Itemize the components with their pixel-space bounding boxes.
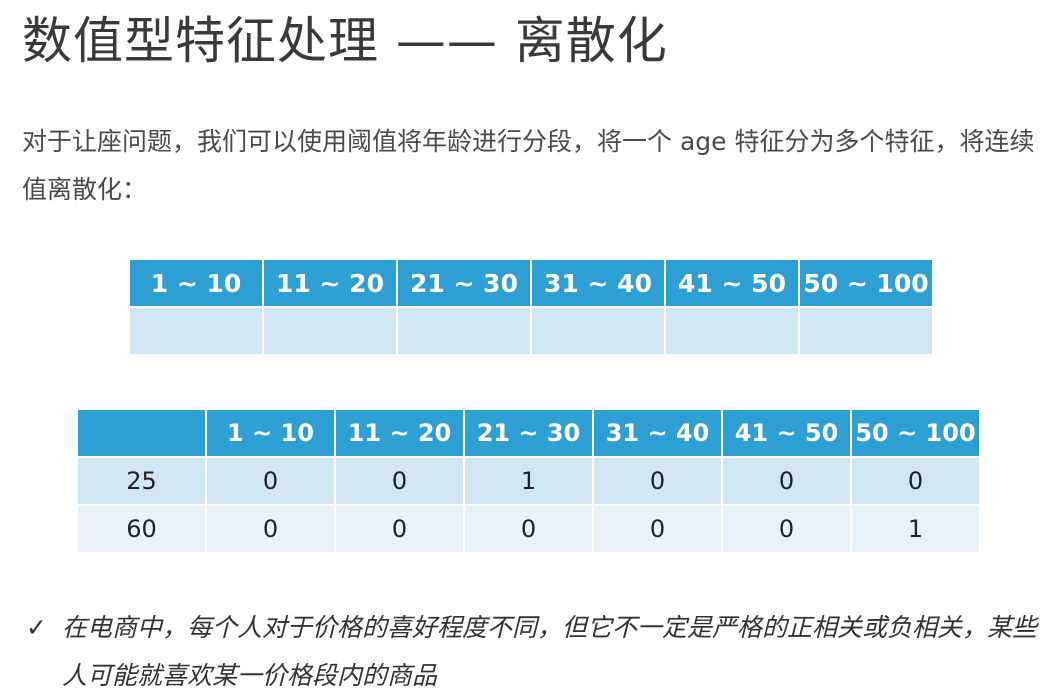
bins-header-row: 1 ~ 10 11 ~ 20 21 ~ 30 31 ~ 40 41 ~ 50 5… — [128, 258, 934, 308]
bin-header: 50 ~ 100 — [798, 258, 934, 308]
note-text: 在电商中，每个人对于价格的喜好程度不同，但它不一定是严格的正相关或负相关，某些人… — [62, 613, 1038, 690]
onehot-table: 1 ~ 10 11 ~ 20 21 ~ 30 31 ~ 40 41 ~ 50 5… — [76, 408, 981, 554]
empty-cell — [664, 306, 800, 356]
value-cell: 0 — [721, 456, 852, 506]
empty-cell — [530, 306, 666, 356]
empty-cell — [128, 306, 264, 356]
bin-header: 50 ~ 100 — [850, 408, 981, 458]
intro-paragraph: 对于让座问题，我们可以使用阈值将年龄进行分段，将一个 age 特征分为多个特征，… — [22, 127, 1035, 204]
corner-cell — [76, 408, 207, 458]
bin-header: 31 ~ 40 — [592, 408, 723, 458]
bin-header: 21 ~ 30 — [396, 258, 532, 308]
bin-header: 1 ~ 10 — [205, 408, 336, 458]
bin-header: 21 ~ 30 — [463, 408, 594, 458]
bin-header: 31 ~ 40 — [530, 258, 666, 308]
value-cell: 0 — [721, 504, 852, 554]
age-cell: 25 — [76, 456, 207, 506]
table-row: 60 0 0 0 0 0 1 — [76, 504, 981, 554]
check-icon: ✓ — [26, 613, 47, 642]
value-cell: 1 — [850, 504, 981, 554]
onehot-header-row: 1 ~ 10 11 ~ 20 21 ~ 30 31 ~ 40 41 ~ 50 5… — [76, 408, 981, 458]
note-item: ✓ 在电商中，每个人对于价格的喜好程度不同，但它不一定是严格的正相关或负相关，某… — [26, 604, 1046, 700]
empty-cell — [262, 306, 398, 356]
bin-header: 1 ~ 10 — [128, 258, 264, 308]
value-cell: 0 — [334, 456, 465, 506]
bins-empty-row — [128, 306, 934, 356]
value-cell: 0 — [463, 504, 594, 554]
value-cell: 0 — [205, 456, 336, 506]
value-cell: 0 — [334, 504, 465, 554]
value-cell: 0 — [850, 456, 981, 506]
page-title: 数值型特征处理 —— 离散化 — [22, 12, 668, 70]
value-cell: 1 — [463, 456, 594, 506]
value-cell: 0 — [592, 456, 723, 506]
age-cell: 60 — [76, 504, 207, 554]
empty-cell — [798, 306, 934, 356]
bin-header: 41 ~ 50 — [664, 258, 800, 308]
bins-table: 1 ~ 10 11 ~ 20 21 ~ 30 31 ~ 40 41 ~ 50 5… — [128, 258, 934, 356]
value-cell: 0 — [592, 504, 723, 554]
bin-header: 11 ~ 20 — [334, 408, 465, 458]
bin-header: 11 ~ 20 — [262, 258, 398, 308]
bin-header: 41 ~ 50 — [721, 408, 852, 458]
value-cell: 0 — [205, 504, 336, 554]
table-row: 25 0 0 1 0 0 0 — [76, 456, 981, 506]
empty-cell — [396, 306, 532, 356]
